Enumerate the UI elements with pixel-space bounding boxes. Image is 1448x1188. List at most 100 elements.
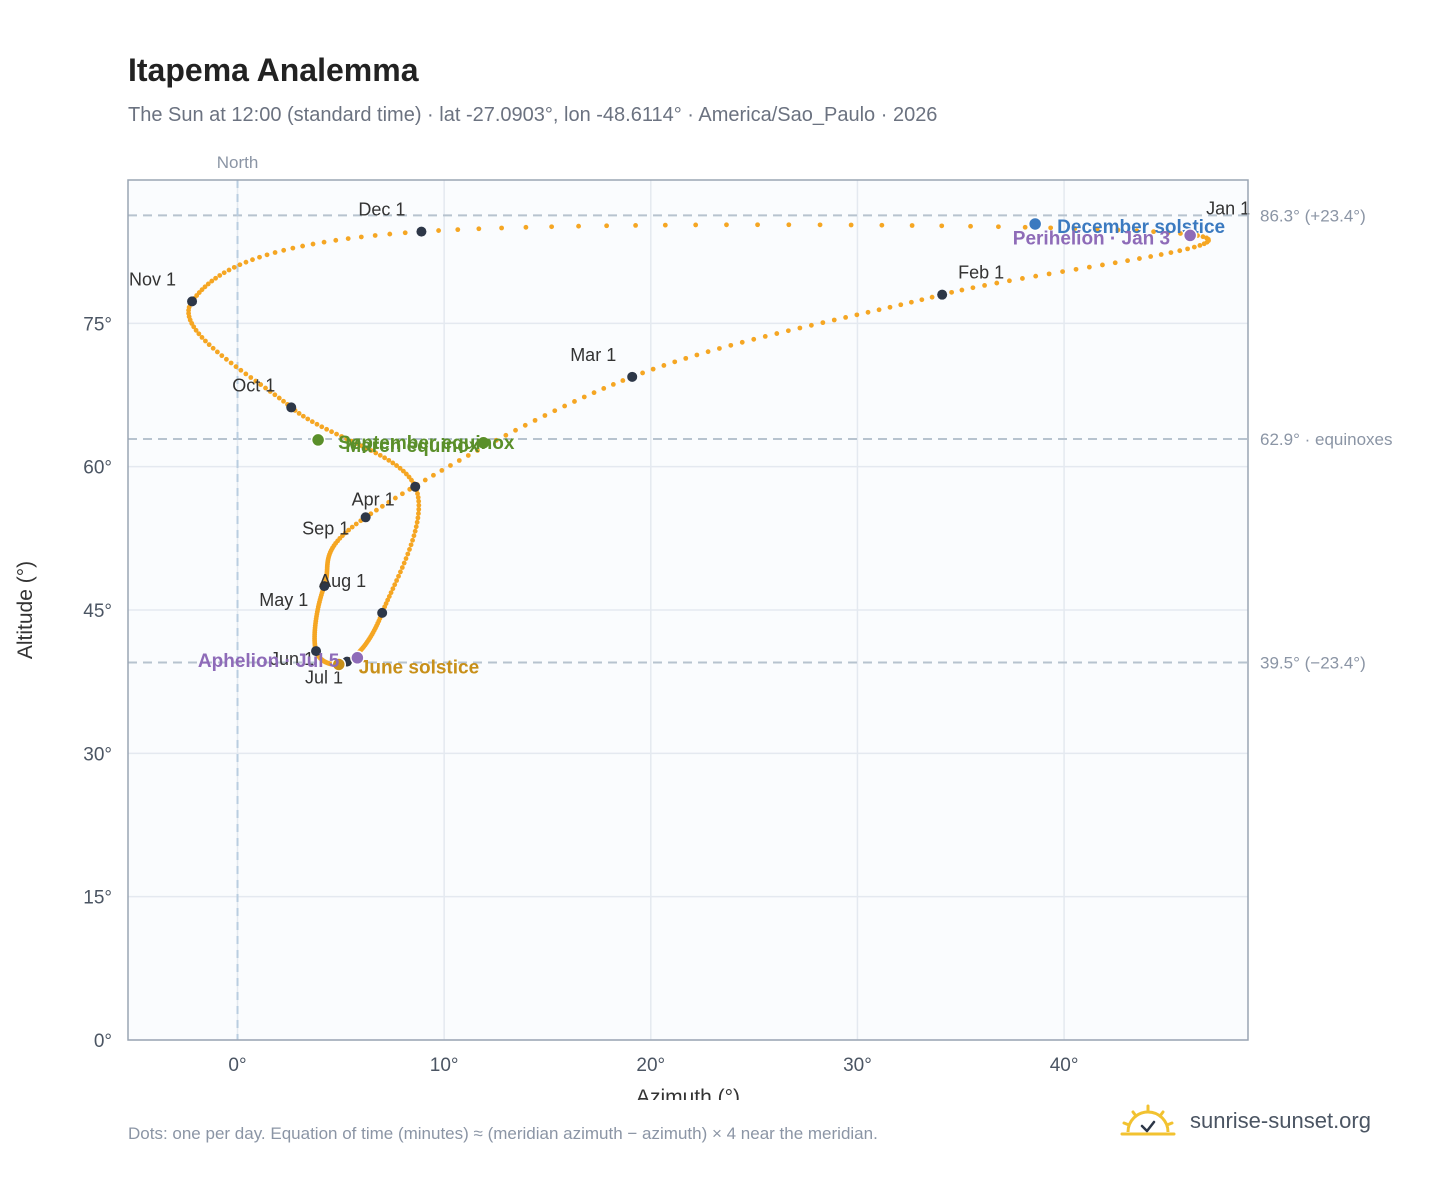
daily-sun-dot (258, 382, 264, 387)
daily-sun-dot (392, 495, 398, 501)
daily-sun-dot (248, 375, 254, 380)
month-marker (286, 402, 297, 413)
daily-sun-dot (465, 453, 471, 458)
daily-sun-dot (1137, 256, 1142, 261)
daily-sun-dot (310, 241, 316, 247)
daily-sun-dot (314, 421, 320, 427)
brand[interactable]: sunrise-sunset.org (1120, 1104, 1371, 1138)
y-tick-label: 30° (83, 744, 112, 765)
daily-sun-dot (1094, 226, 1100, 232)
daily-sun-dot (405, 551, 411, 557)
daily-sun-dot (724, 222, 729, 228)
daily-sun-dot (683, 355, 689, 361)
month-marker (319, 581, 330, 592)
daily-sun-dot (493, 437, 499, 443)
daily-sun-dot (392, 582, 398, 588)
daily-sun-dot (281, 247, 287, 253)
daily-sun-dot (250, 257, 255, 263)
month-label: May 1 (259, 590, 308, 610)
y-axis-label: Altitude (°) (14, 561, 37, 659)
analemma-chart: 86.3° (+23.4°) 62.9° · equinoxes 39.5° (−2… (14, 153, 1393, 1100)
daily-sun-dot (1125, 258, 1130, 264)
daily-sun-dot (650, 366, 656, 372)
daily-sun-dot (411, 533, 417, 539)
daily-sun-dot (333, 237, 339, 243)
x-tick-label: 0° (228, 1055, 246, 1076)
event-label: Perihelion · Jan 3 (1013, 228, 1170, 249)
daily-sun-dot (379, 503, 385, 509)
daily-sun-dot (1046, 271, 1052, 277)
daily-sun-dot (572, 399, 577, 404)
month-marker (937, 289, 948, 300)
daily-sun-dot (1158, 252, 1164, 257)
month-marker (627, 371, 638, 382)
daily-sun-dot (349, 524, 355, 530)
daily-sun-dot (728, 342, 734, 348)
month-label: Oct 1 (232, 375, 275, 395)
daily-sun-dot (1134, 228, 1140, 234)
daily-sun-dot (1197, 242, 1203, 248)
daily-sun-dot (272, 250, 278, 255)
daily-sun-dot (237, 262, 243, 268)
north-label: North (217, 153, 259, 172)
daily-sun-dot (1177, 248, 1183, 254)
x-tick-label: 30° (843, 1055, 872, 1076)
daily-sun-dot (808, 322, 814, 328)
daily-sun-dot (373, 507, 379, 513)
daily-sun-dot (908, 299, 914, 305)
daily-sun-dot (345, 236, 351, 242)
event-label: September equinox (338, 433, 515, 454)
daily-sun-dot (610, 382, 616, 387)
event-label: March equinox (345, 436, 480, 457)
daily-sun-dot (398, 569, 403, 575)
daily-sun-dot (272, 392, 278, 398)
daily-sun-dot (407, 547, 412, 552)
daily-sun-dot (396, 573, 401, 579)
daily-sun-dot (436, 228, 441, 233)
daily-sun-dot (876, 307, 882, 313)
daily-sun-dot (209, 278, 215, 284)
event-marker (1182, 228, 1198, 243)
daily-sun-dot (994, 280, 1000, 286)
daily-sun-dot (1022, 224, 1028, 230)
daily-sun-dot (399, 565, 405, 570)
month-label: Apr 1 (352, 489, 395, 509)
event-marker (476, 435, 491, 451)
daily-sun-dot (238, 367, 244, 373)
event-marker (331, 657, 347, 672)
daily-sun-dot (400, 491, 405, 497)
daily-sun-dot (309, 419, 315, 425)
month-label: Dec 1 (358, 200, 405, 220)
daily-sun-dot (228, 360, 234, 366)
month-marker (377, 607, 388, 618)
daily-sun-dot (377, 452, 383, 458)
daily-sun-dot (1086, 264, 1092, 270)
daily-sun-dot (929, 294, 935, 300)
daily-sun-dot (620, 378, 626, 383)
daily-sun-dot (475, 448, 480, 453)
daily-sun-dot (785, 328, 791, 334)
month-label: Nov 1 (129, 269, 176, 289)
daily-sun-dot (762, 333, 768, 339)
daily-sun-dot (387, 231, 393, 237)
daily-sun-dot (1165, 230, 1171, 235)
daily-sun-dot (226, 267, 232, 273)
daily-sun-dot (959, 287, 965, 293)
daily-sun-dot (193, 327, 199, 333)
daily-sun-dot (402, 230, 408, 236)
daily-sun-dot (576, 223, 581, 229)
daily-sun-dot (213, 275, 219, 281)
daily-sun-dot (549, 224, 555, 230)
reference-line-label: 62.9° · equinoxes (1260, 430, 1393, 449)
daily-sun-dot (373, 450, 379, 456)
event-marker (350, 650, 365, 666)
daily-sun-dot (412, 528, 418, 534)
daily-sun-dot (1151, 229, 1157, 235)
daily-sun-dot (1178, 231, 1183, 236)
daily-sun-dot (774, 331, 780, 336)
daily-sun-dot (1100, 262, 1105, 268)
daily-sun-dot (368, 448, 374, 453)
daily-sun-dot (305, 416, 311, 422)
y-tick-label: 45° (83, 601, 112, 622)
